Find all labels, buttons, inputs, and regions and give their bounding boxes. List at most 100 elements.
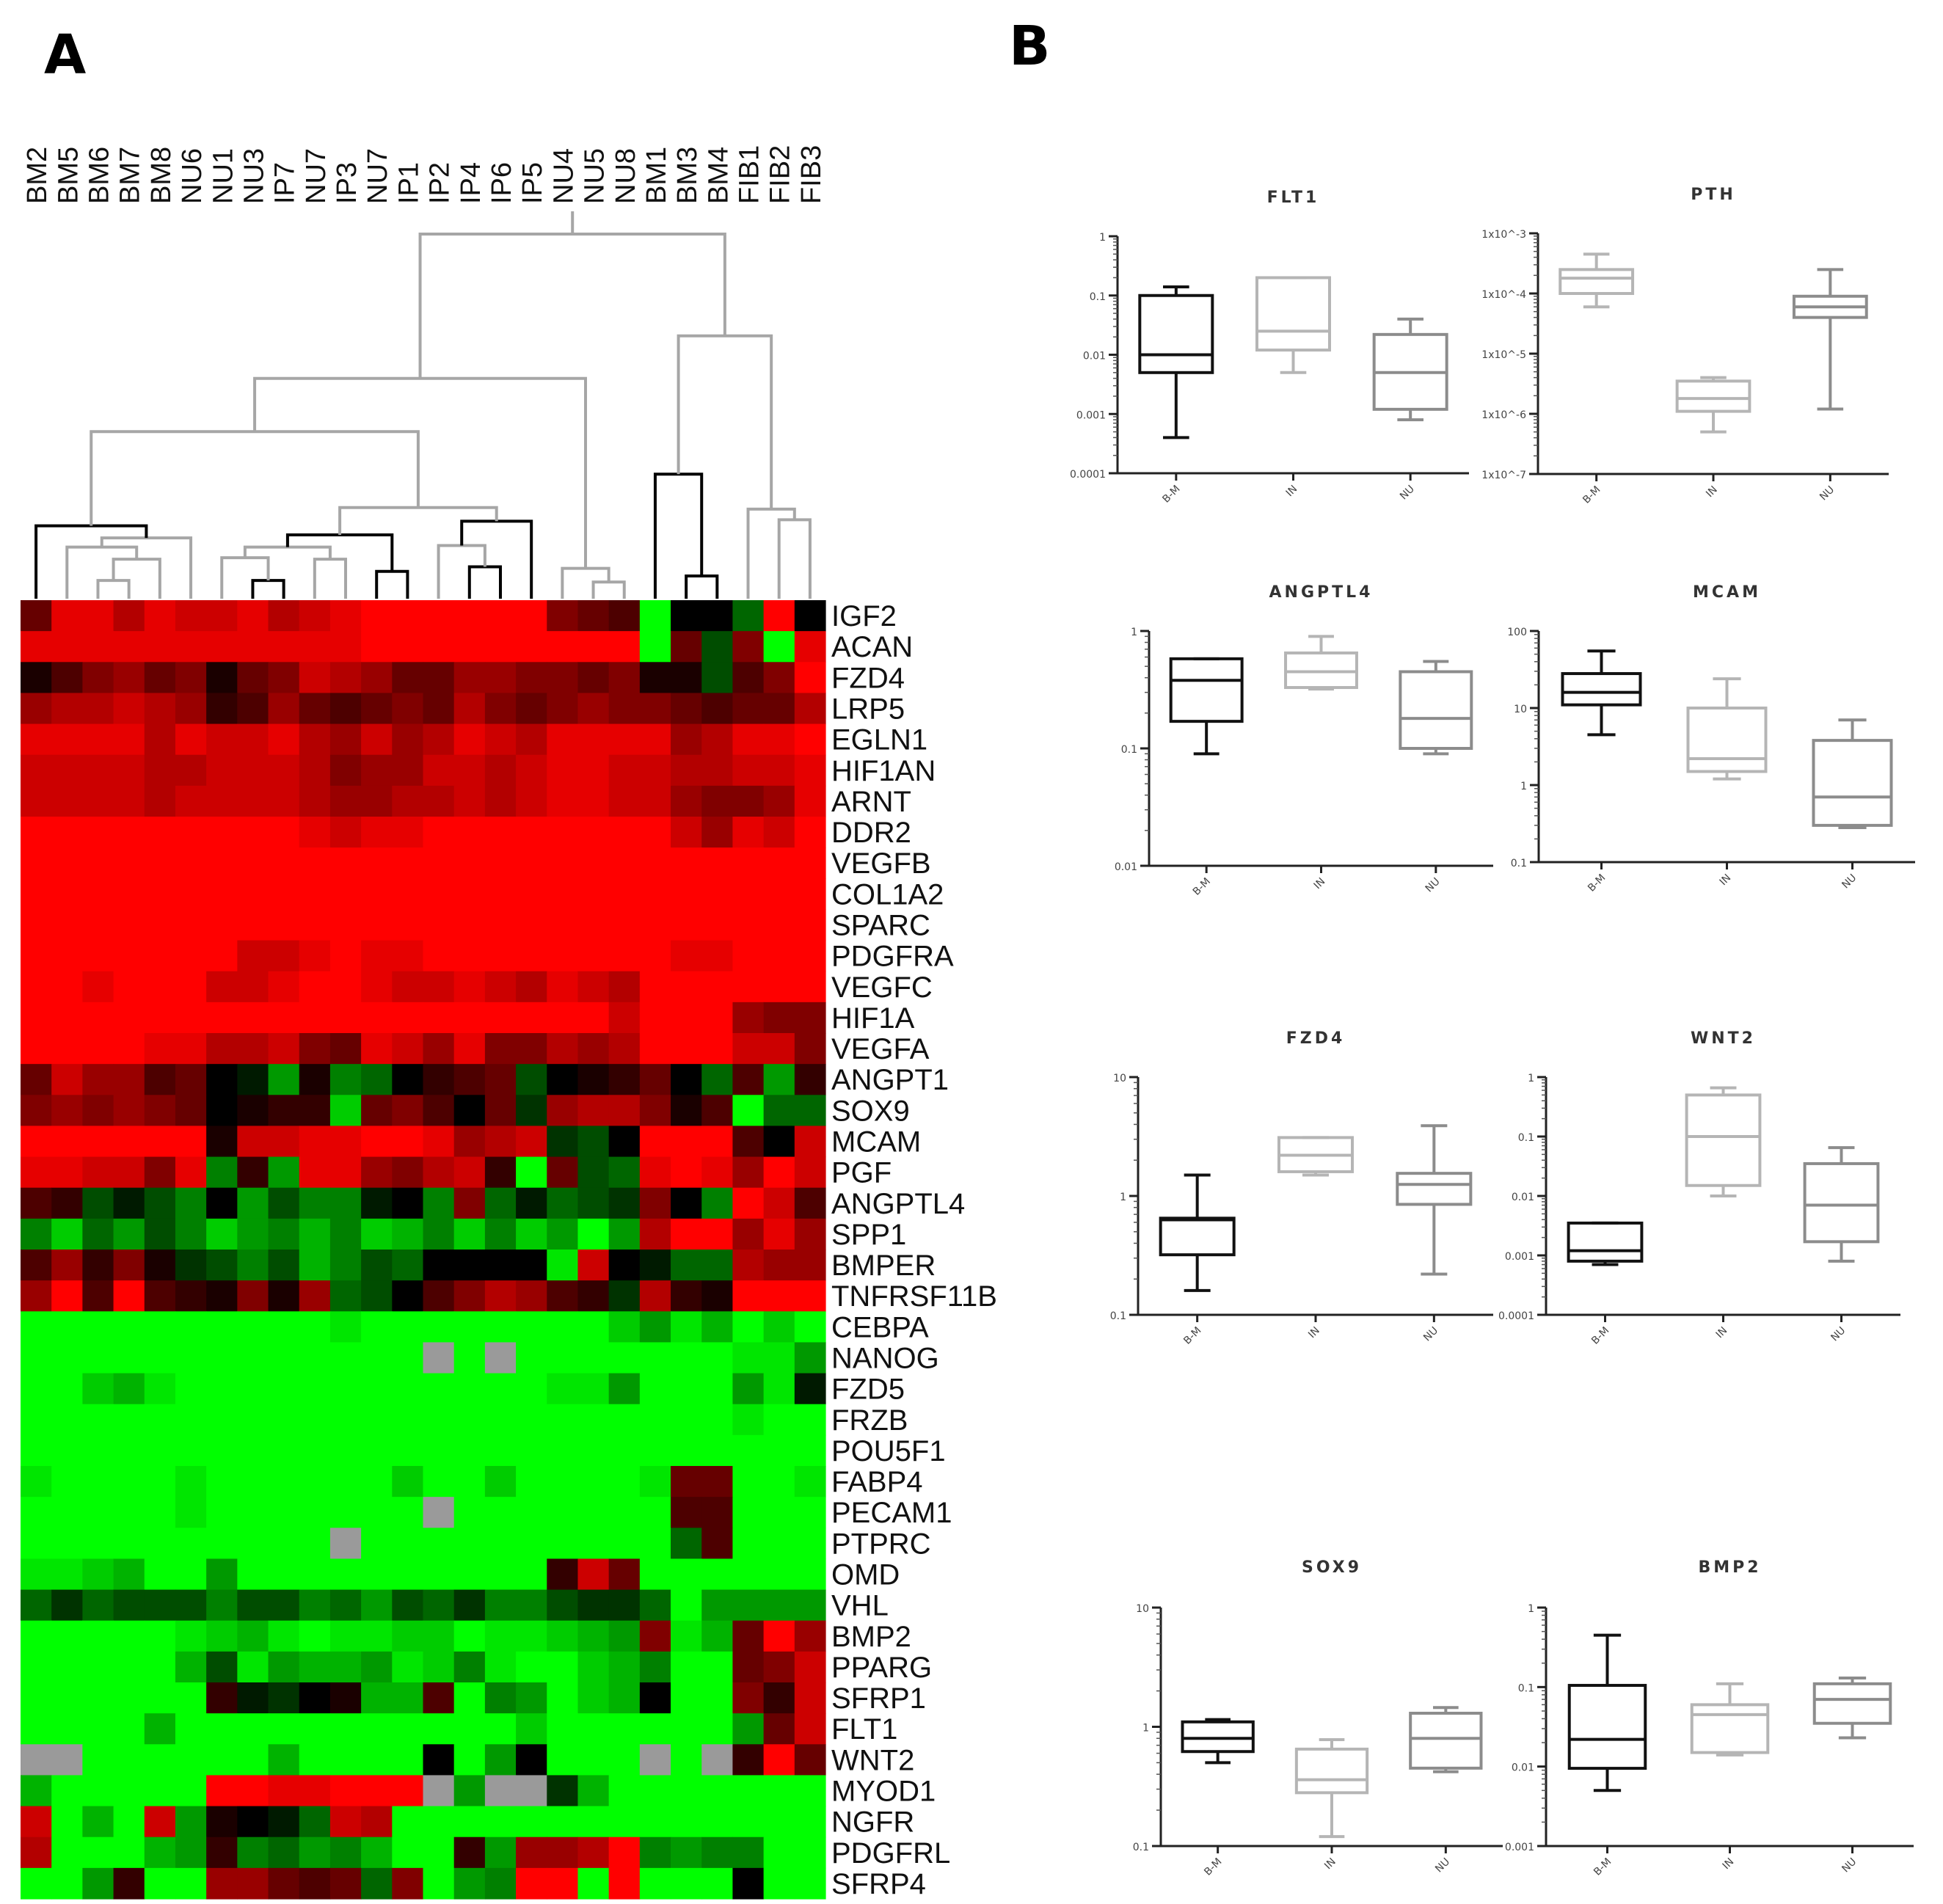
heatmap-cell [453,1064,486,1095]
heatmap-cell [701,1806,734,1838]
sample-label: NU7 [301,148,332,204]
heatmap-cell [547,1806,579,1838]
heatmap-cell [608,909,641,941]
box [1294,1747,1369,1795]
heatmap-cell [516,1713,547,1745]
heatmap-cell [329,1280,362,1312]
heatmap-cell [237,693,269,725]
heatmap-cell [423,1064,455,1095]
heatmap-cell [423,1342,455,1374]
heatmap-cell [577,1682,610,1714]
heatmap-cell [361,1218,393,1250]
x-tick-label: B-M [1589,1325,1611,1347]
heatmap-cell [577,785,610,817]
heatmap-cell [484,1713,517,1745]
heatmap-cell [268,1280,300,1312]
gene-label: FRZB [831,1404,908,1437]
heatmap-cell [453,1651,486,1683]
heatmap-cell [21,1867,52,1900]
heatmap-cell [144,1002,176,1034]
heatmap-cell [329,817,362,848]
heatmap-cell [763,940,795,972]
heatmap-cell [516,1095,547,1127]
heatmap-cell [361,971,393,1003]
dendrogram-branch [338,506,498,536]
heatmap-cell [763,723,795,756]
heatmap-cell [794,1033,826,1065]
heatmap-cell [299,1806,331,1838]
x-tick-label: IN [1718,872,1734,889]
heatmap-cell [175,1033,207,1065]
heatmap-cell [577,631,610,663]
boxplot-title: BMP2 [1698,1558,1761,1577]
heatmap-cell [453,1033,486,1065]
heatmap-cell [516,1620,547,1652]
heatmap-cell [671,1218,702,1250]
heatmap-cell [639,1651,671,1683]
heatmap-cell [329,1466,362,1498]
sample-label: BM4 [703,147,734,204]
heatmap-cell [361,1280,393,1312]
heatmap-cell [21,1434,52,1467]
y-tick-label: 0.1 [1110,1310,1126,1322]
heatmap-cell [82,817,114,848]
y-tick-label: 1 [1528,1603,1534,1615]
gene-label: BMPER [831,1250,936,1282]
dendrogram-branch [653,473,704,599]
heatmap-cell [639,1250,671,1281]
y-tick-label: 1 [1120,1192,1126,1203]
heatmap-cell [206,1806,238,1838]
heatmap-cell [547,693,579,725]
heatmap-cell [547,1836,579,1869]
heatmap-cell [175,1682,207,1714]
heatmap-cell [51,1033,83,1065]
heatmap-cell [329,1156,362,1189]
heatmap-cell [732,909,765,941]
heatmap-cell [361,1620,393,1652]
heatmap-cell [453,971,486,1003]
heatmap-cell [144,1342,176,1374]
heatmap-cell [299,1156,331,1189]
heatmap-cell [484,785,517,817]
heatmap-cell [794,1187,826,1219]
heatmap-cell [361,1342,393,1374]
heatmap-cell [237,1095,269,1127]
x-tick-label: IN [1312,876,1328,892]
heatmap-cell [361,1744,393,1776]
heatmap-cell [608,1404,641,1436]
heatmap-cell [484,1558,517,1591]
heatmap-cell [175,1466,207,1498]
heatmap-cell [206,1713,238,1745]
heatmap-cell [329,971,362,1003]
heatmap-cell [268,940,300,972]
heatmap-cell [21,1589,52,1622]
heatmap-cell [794,1126,826,1158]
heatmap-cell [547,785,579,817]
heatmap-cell [516,971,547,1003]
heatmap-cell [639,1836,671,1869]
heatmap-cell [82,1867,114,1900]
x-tick-label: B-M [1586,872,1608,894]
heatmap-cell [516,1744,547,1776]
heatmap-cell [732,723,765,756]
heatmap-cell [21,878,52,911]
heatmap-cell [794,878,826,911]
heatmap-cell [21,1775,52,1807]
heatmap-cell [516,1126,547,1158]
heatmap-cell [237,600,269,632]
y-tick-label: 0.0001 [1498,1310,1534,1322]
heatmap-cell [484,723,517,756]
heatmap-cell [175,1744,207,1776]
heatmap-cell [671,1404,702,1436]
heatmap-cell [484,1250,517,1281]
sample-label: IP2 [425,162,456,204]
heatmap-cell [423,1867,455,1900]
heatmap-cell [206,1620,238,1652]
heatmap-cell [175,600,207,632]
heatmap-cell [701,1311,734,1343]
heatmap-cell [608,1095,641,1127]
heatmap-cell [423,878,455,911]
box [1284,651,1358,690]
heatmap-cell [144,1682,176,1714]
heatmap-cell [608,1466,641,1498]
